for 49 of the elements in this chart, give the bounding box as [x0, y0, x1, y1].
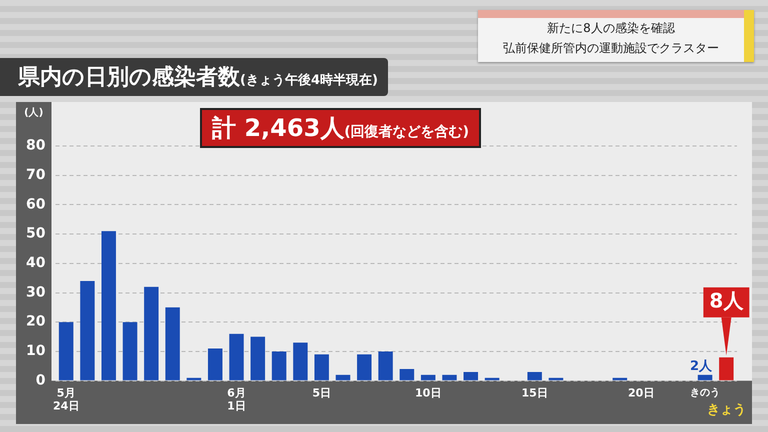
bar — [122, 322, 138, 380]
bar — [101, 231, 116, 380]
bar — [314, 354, 329, 380]
bar — [250, 336, 266, 380]
bar — [698, 374, 712, 380]
y-tick-label: 50 — [26, 226, 46, 242]
bar — [229, 334, 244, 380]
bar — [144, 286, 159, 380]
bar — [58, 322, 74, 380]
y-tick-label: 0 — [36, 372, 46, 388]
x-tick-label: きょう — [706, 402, 746, 418]
y-tick-label: 60 — [26, 196, 46, 212]
bar — [420, 374, 436, 380]
bar — [80, 281, 95, 380]
bar — [378, 351, 393, 380]
bar — [400, 369, 414, 380]
y-tick-label: 20 — [26, 314, 46, 330]
x-tick-label: 5日 — [312, 386, 332, 400]
bar — [165, 307, 180, 380]
y-axis-title: (人) — [24, 106, 44, 119]
y-tick-label: 30 — [26, 284, 46, 300]
bar — [484, 378, 500, 380]
bar — [527, 372, 542, 380]
text: 弘前保健所管内の運動施設でクラスター — [502, 40, 720, 57]
x-tick-label: 6月 1日 — [227, 386, 246, 412]
bar — [464, 372, 478, 380]
x-tick-label: 5月 24日 — [52, 386, 80, 412]
data-label: 8人 — [709, 288, 744, 313]
x-tick-label: きのう — [690, 387, 720, 398]
bar — [336, 374, 350, 380]
text: 計 2,463人(回復者などを含む) — [200, 108, 482, 148]
y-tick-label: 10 — [26, 343, 46, 360]
bar — [548, 378, 564, 380]
chart-subtitle: (きょう午後4時半現在) — [240, 73, 378, 88]
y-tick-label: 80 — [26, 138, 46, 154]
bar — [442, 374, 457, 380]
text: 新たに8人の感染を確認 — [546, 20, 676, 37]
y-tick-label: 70 — [26, 166, 46, 183]
x-tick-label: 20日 — [628, 386, 654, 400]
bar — [357, 354, 372, 380]
data-label: 2人 — [690, 358, 714, 374]
x-tick-label: 15日 — [522, 386, 548, 400]
bar — [612, 378, 628, 380]
bar — [186, 378, 202, 380]
y-tick-label: 40 — [26, 255, 46, 272]
x-tick-label: 10日 — [415, 386, 442, 400]
bar — [208, 348, 222, 380]
bar — [272, 351, 286, 380]
bar — [293, 342, 308, 380]
